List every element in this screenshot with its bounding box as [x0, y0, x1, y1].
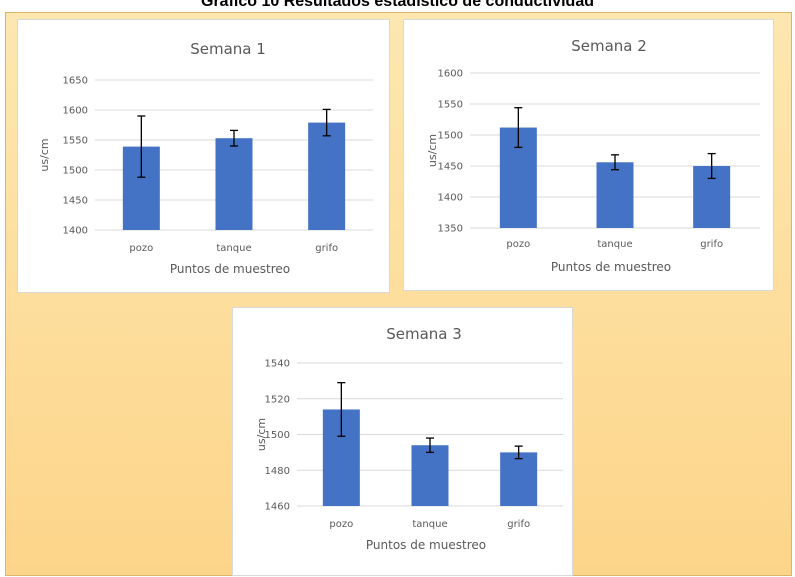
y-tick-label: 1450 [438, 162, 463, 173]
y-tick-label: 1540 [265, 359, 290, 370]
y-axis-label: us/cm [255, 418, 268, 451]
y-tick-label: 1500 [63, 166, 88, 177]
chart-card-semana-1: Semana 1 1400 1450 1500 1550 1600 1650 pozo tanq… [17, 19, 390, 293]
y-tick-label: 1400 [63, 226, 88, 237]
y-tick-label: 1600 [63, 106, 88, 117]
y-tick-label: 1550 [438, 100, 463, 111]
y-axis-label: us/cm [38, 138, 51, 171]
x-tick-label: pozo [129, 243, 153, 254]
y-tick-label: 1480 [265, 466, 290, 477]
bar-tanque [411, 445, 449, 506]
x-tick-label: tanque [216, 243, 251, 254]
chart-title: Semana 2 [571, 37, 647, 55]
page-title: Gráfico 10 Resultados estadístico de con… [201, 0, 594, 10]
y-tick-label: 1350 [438, 224, 463, 235]
chart-card-semana-2: Semana 2 1350 1400 1450 1500 1550 1600 pozo tanq… [403, 19, 774, 291]
bar-tanque [596, 162, 634, 228]
x-tick-label: tanque [597, 239, 632, 250]
y-tick-label: 1500 [265, 430, 290, 441]
x-axis-label: Puntos de muestreo [366, 538, 486, 552]
chart-semana-3: Semana 3 1460 1480 1500 1520 1540 pozo tanque gr… [255, 325, 563, 552]
chart-title: Semana 3 [386, 325, 462, 343]
x-tick-label: pozo [329, 519, 353, 530]
y-tick-label: 1500 [438, 131, 463, 142]
x-tick-label: tanque [412, 519, 447, 530]
bar-grifo [308, 122, 346, 230]
chart-title: Semana 1 [190, 40, 266, 58]
y-tick-label: 1520 [265, 394, 290, 405]
y-tick-label: 1400 [438, 193, 463, 204]
y-tick-label: 1650 [63, 76, 88, 87]
bar-grifo [500, 452, 538, 506]
x-axis-label: Puntos de muestreo [551, 260, 671, 274]
y-axis-label: us/cm [426, 134, 439, 167]
y-tick-label: 1600 [438, 69, 463, 80]
x-tick-label: grifo [700, 239, 723, 250]
y-tick-label: 1460 [265, 502, 290, 513]
chart-card-semana-3: Semana 3 1460 1480 1500 1520 1540 pozo tanque gr… [232, 307, 573, 576]
y-tick-label: 1550 [63, 136, 88, 147]
x-tick-label: grifo [507, 519, 530, 530]
y-tick-label: 1450 [63, 196, 88, 207]
bar-tanque [215, 138, 253, 230]
x-axis-label: Puntos de muestreo [170, 262, 290, 276]
chart-semana-1: Semana 1 1400 1450 1500 1550 1600 1650 pozo tanq… [38, 40, 373, 276]
x-tick-label: pozo [506, 239, 530, 250]
x-tick-label: grifo [315, 243, 338, 254]
chart-semana-2: Semana 2 1350 1400 1450 1500 1550 1600 pozo tanq… [426, 37, 760, 274]
